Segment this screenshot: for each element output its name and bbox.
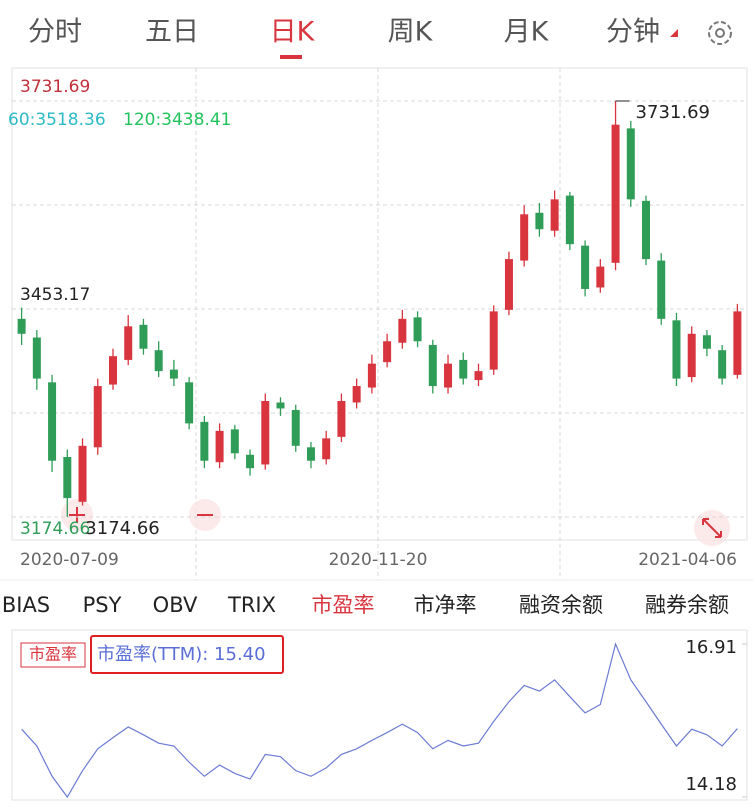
candle-body [383, 341, 392, 363]
pe-label: 市盈率(TTM): 15.40 [97, 644, 266, 665]
candle-body [337, 400, 346, 437]
candle-body [474, 371, 483, 381]
candle-body [124, 326, 133, 360]
indicator-tab[interactable]: PSY [83, 593, 122, 617]
candle-body [200, 421, 209, 461]
candle-body [169, 369, 178, 379]
candle-body [672, 320, 681, 379]
tab[interactable]: 分时 [28, 17, 82, 48]
pe-frame [11, 629, 748, 801]
candle-body [322, 438, 331, 460]
pe-tick-label: 16.91 [685, 637, 737, 658]
candle-body [581, 245, 590, 289]
layout-grid [12, 68, 747, 580]
candle-body [626, 128, 635, 200]
candle-body [733, 311, 742, 375]
candle-body [93, 386, 102, 448]
candle-body [367, 363, 376, 388]
tab[interactable]: 日K [270, 17, 316, 48]
candle-body [611, 124, 620, 263]
y-tick-label: 3174.66 [20, 519, 90, 539]
indicator-tab[interactable]: TRIX [227, 593, 276, 617]
tab[interactable]: 五日 [145, 17, 199, 48]
candle-body [185, 382, 194, 424]
candle-body [657, 260, 666, 319]
pe-tick-label: 14.18 [685, 774, 737, 795]
expand-icon [702, 518, 722, 538]
y-tick-label: 3731.69 [20, 77, 90, 97]
candle-body [48, 382, 57, 461]
indicator-tab[interactable]: BIAS [2, 593, 50, 617]
indicator-tab[interactable]: 融券余额 [645, 593, 729, 617]
indicator-tab[interactable]: 市净率 [414, 593, 477, 617]
candle-body [230, 429, 239, 454]
indicator-tab[interactable]: 市盈率 [312, 593, 375, 617]
candle-body [444, 363, 453, 388]
candle-body [63, 457, 72, 499]
tab[interactable]: 分钟 [606, 17, 660, 48]
y-tick-label: 3453.17 [20, 285, 90, 305]
candle-body [413, 317, 422, 342]
pe-line [21, 642, 738, 799]
candle-body [261, 400, 270, 465]
x-tick-label: 2020-11-20 [329, 550, 428, 570]
candle-body [596, 266, 605, 288]
pe-badge: 市盈率 [29, 645, 77, 664]
candle-body [535, 212, 544, 230]
candle-body [504, 259, 513, 310]
highlight-box [90, 635, 284, 674]
candle-body [459, 359, 468, 379]
candle-body [291, 409, 300, 446]
settings-icon[interactable] [708, 21, 732, 45]
dropdown-icon[interactable] [670, 29, 678, 37]
candle-body [246, 454, 255, 469]
ma-label: 120:3438.41 [123, 110, 231, 130]
candle-body [215, 430, 224, 463]
ma-label: 60:3518.36 [8, 110, 106, 130]
candle-body [687, 333, 696, 378]
candle-body [428, 344, 437, 387]
candle-body [398, 318, 407, 343]
chart-frame [11, 67, 748, 541]
candle-body [17, 318, 26, 334]
zoom-in-icon [69, 507, 85, 523]
candle-body [352, 386, 361, 403]
candle-body [108, 356, 117, 385]
x-tick-label: 2020-07-09 [20, 550, 119, 570]
candle-body [489, 311, 498, 370]
candle-body [565, 195, 574, 245]
indicator-tab[interactable]: OBV [153, 593, 198, 617]
indicator-tab[interactable]: 融资余额 [519, 593, 603, 617]
candle-body [306, 447, 315, 461]
candle-body [276, 402, 285, 409]
candle-body [32, 337, 41, 379]
tab[interactable]: 月K [504, 17, 550, 48]
active-underline [280, 55, 302, 59]
tab[interactable]: 周K [388, 17, 434, 48]
high-label: 3731.69 [636, 102, 710, 123]
low-label: 3174.66 [85, 518, 159, 539]
candle-body [702, 335, 711, 349]
candle-body [78, 445, 87, 502]
candle-body [154, 350, 163, 372]
candle-body [520, 214, 529, 261]
candle-body [718, 350, 727, 379]
candle-body [550, 199, 559, 231]
candle-body [139, 324, 148, 349]
x-tick-label: 2021-04-06 [638, 550, 737, 570]
pe-badge-box [20, 642, 86, 668]
candle-body [642, 200, 651, 260]
